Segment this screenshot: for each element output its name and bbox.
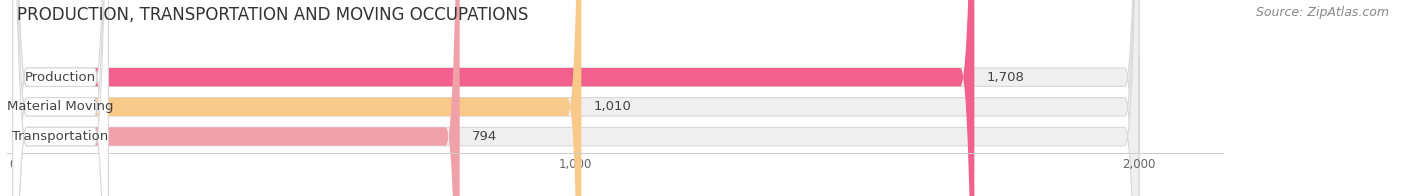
FancyBboxPatch shape bbox=[13, 0, 108, 196]
Text: PRODUCTION, TRANSPORTATION AND MOVING OCCUPATIONS: PRODUCTION, TRANSPORTATION AND MOVING OC… bbox=[17, 6, 529, 24]
Text: 1,010: 1,010 bbox=[593, 100, 631, 113]
FancyBboxPatch shape bbox=[13, 0, 460, 196]
Text: Transportation: Transportation bbox=[13, 130, 108, 143]
FancyBboxPatch shape bbox=[13, 0, 581, 196]
Text: 794: 794 bbox=[472, 130, 498, 143]
FancyBboxPatch shape bbox=[13, 0, 1139, 196]
Text: Material Moving: Material Moving bbox=[7, 100, 114, 113]
Text: Production: Production bbox=[25, 71, 96, 84]
FancyBboxPatch shape bbox=[13, 0, 108, 196]
FancyBboxPatch shape bbox=[13, 0, 1139, 196]
Text: 1,708: 1,708 bbox=[987, 71, 1025, 84]
FancyBboxPatch shape bbox=[13, 0, 974, 196]
FancyBboxPatch shape bbox=[13, 0, 108, 196]
FancyBboxPatch shape bbox=[13, 0, 1139, 196]
Text: Source: ZipAtlas.com: Source: ZipAtlas.com bbox=[1256, 6, 1389, 19]
